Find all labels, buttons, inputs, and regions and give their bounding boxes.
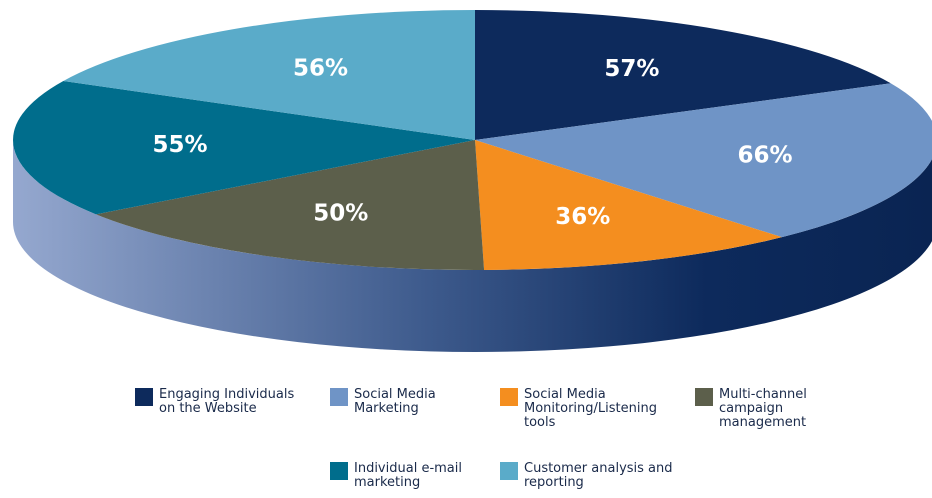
pie-slice (63, 10, 476, 140)
slice-label: 55% (152, 132, 207, 158)
legend-swatch (135, 388, 153, 406)
pie-slice (12, 80, 476, 215)
pie-slice (475, 83, 932, 238)
slice-label: 66% (737, 143, 792, 169)
pie-slice (475, 10, 891, 140)
legend-label: Social Media Monitoring/Listening tools (524, 387, 657, 430)
legend-swatch (695, 388, 713, 406)
legend-label: Multi-channel campaign management (719, 387, 807, 430)
legend-label: Individual e-mail marketing (354, 461, 462, 490)
legend-label: Customer analysis and reporting (524, 461, 673, 490)
legend-item: Social Media Monitoring/Listening tools (500, 388, 674, 430)
slice-label: 56% (293, 56, 348, 82)
slice-label: 57% (604, 56, 659, 82)
legend-label: Engaging Individuals on the Website (159, 387, 295, 416)
pie-slice (475, 140, 782, 270)
pie-slice (95, 140, 485, 270)
slice-label: 36% (555, 204, 610, 230)
legend-label: Social Media Marketing (354, 387, 436, 416)
legend-swatch (500, 388, 518, 406)
legend-item: Engaging Individuals on the Website (135, 388, 309, 416)
legend-swatch (500, 462, 518, 480)
legend-item: Multi-channel campaign management (695, 388, 869, 430)
legend-item: Individual e-mail marketing (330, 462, 504, 490)
pie-side (13, 140, 932, 352)
legend-swatch (330, 462, 348, 480)
pie-chart: 57% 66% 36% 50% 55% 56% (12, 10, 932, 352)
legend-swatch (330, 388, 348, 406)
legend-item: Customer analysis and reporting (500, 462, 674, 490)
slice-label: 50% (313, 201, 368, 227)
legend-item: Social Media Marketing (330, 388, 504, 416)
